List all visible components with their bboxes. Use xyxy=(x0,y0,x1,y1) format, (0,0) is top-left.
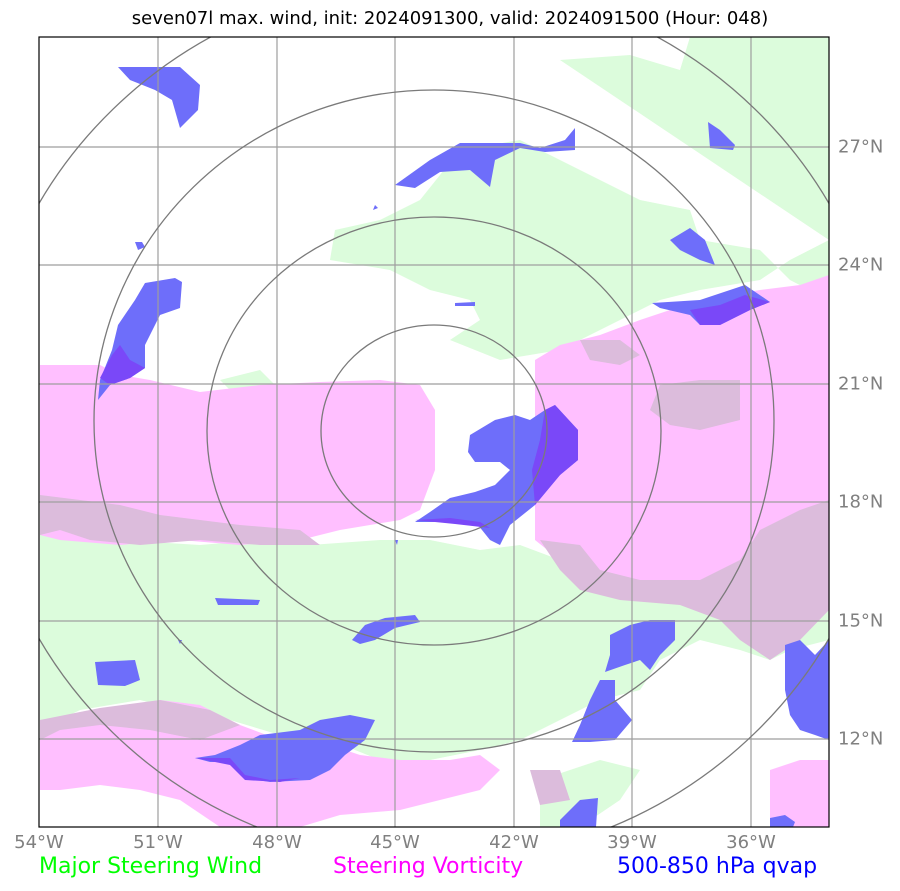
lat-label-15n: 15°N xyxy=(838,610,884,632)
graticule xyxy=(39,37,829,827)
lon-label-42w: 42°W xyxy=(489,832,539,853)
lat-label-21n: 21°N xyxy=(838,373,884,395)
lat-label-24n: 24°N xyxy=(838,254,884,276)
map-frame xyxy=(38,36,830,828)
legend-steering-vorticity: Steering Vorticity xyxy=(333,854,524,879)
lon-label-48w: 48°W xyxy=(252,832,302,853)
map-title: seven07l max. wind, init: 2024091300, va… xyxy=(131,8,769,29)
lat-label-27n: 27°N xyxy=(838,136,884,158)
lon-label-36w: 36°W xyxy=(726,832,776,853)
lon-label-39w: 39°W xyxy=(607,832,657,853)
lat-label-12n: 12°N xyxy=(838,728,884,750)
qvap-dark-layer xyxy=(100,295,770,782)
qvap-layer xyxy=(95,67,829,827)
legend-steering-wind: Major Steering Wind xyxy=(39,854,263,879)
lon-label-54w: 54°W xyxy=(14,832,64,853)
lat-label-18n: 18°N xyxy=(838,491,884,513)
vorticity-layer xyxy=(40,275,829,827)
lon-label-51w: 51°W xyxy=(133,832,183,853)
legend-qvap: 500-850 hPa qvap xyxy=(617,854,818,879)
lon-label-45w: 45°W xyxy=(370,832,420,853)
range-rings xyxy=(39,37,829,827)
